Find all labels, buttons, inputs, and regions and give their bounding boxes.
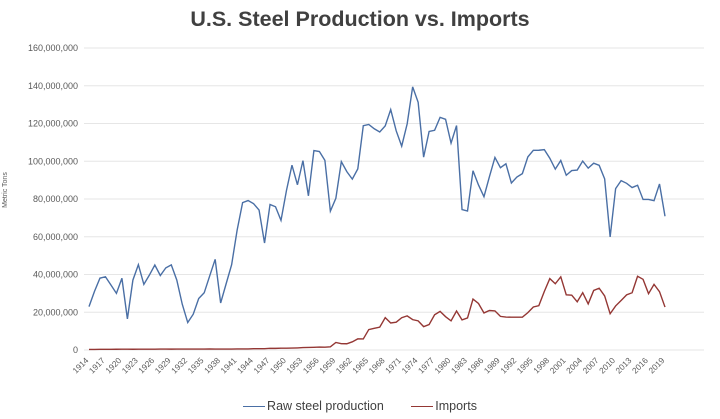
svg-text:100,000,000: 100,000,000 (28, 156, 78, 166)
svg-text:1971: 1971 (383, 355, 403, 375)
svg-text:1944: 1944 (235, 355, 255, 375)
svg-text:1983: 1983 (449, 355, 469, 375)
svg-text:1992: 1992 (498, 355, 518, 375)
svg-text:2007: 2007 (580, 355, 600, 375)
svg-text:1986: 1986 (465, 355, 485, 375)
svg-text:1920: 1920 (103, 355, 123, 375)
svg-text:1977: 1977 (416, 355, 436, 375)
svg-text:1980: 1980 (432, 355, 452, 375)
svg-text:120,000,000: 120,000,000 (28, 119, 78, 129)
svg-text:1959: 1959 (317, 355, 337, 375)
svg-text:2013: 2013 (613, 355, 633, 375)
svg-text:2019: 2019 (646, 355, 666, 375)
svg-text:1995: 1995 (515, 355, 535, 375)
svg-text:1941: 1941 (218, 355, 238, 375)
svg-text:20,000,000: 20,000,000 (33, 307, 78, 317)
svg-text:160,000,000: 160,000,000 (28, 43, 78, 53)
svg-text:2016: 2016 (630, 355, 650, 375)
svg-text:1950: 1950 (268, 355, 288, 375)
svg-text:1938: 1938 (202, 355, 222, 375)
svg-text:1917: 1917 (87, 355, 107, 375)
svg-text:1953: 1953 (284, 355, 304, 375)
svg-text:1968: 1968 (367, 355, 387, 375)
svg-text:1962: 1962 (334, 355, 354, 375)
svg-text:1923: 1923 (120, 355, 140, 375)
svg-text:1947: 1947 (251, 355, 271, 375)
svg-text:1914: 1914 (70, 355, 90, 375)
svg-text:1974: 1974 (399, 355, 419, 375)
svg-text:1956: 1956 (301, 355, 321, 375)
svg-text:140,000,000: 140,000,000 (28, 81, 78, 91)
svg-text:80,000,000: 80,000,000 (33, 194, 78, 204)
svg-text:2004: 2004 (564, 355, 584, 375)
svg-text:1935: 1935 (185, 355, 205, 375)
svg-text:1989: 1989 (482, 355, 502, 375)
svg-text:1998: 1998 (531, 355, 551, 375)
svg-text:60,000,000: 60,000,000 (33, 232, 78, 242)
svg-text:1926: 1926 (136, 355, 156, 375)
svg-text:1932: 1932 (169, 355, 189, 375)
svg-text:1965: 1965 (350, 355, 370, 375)
svg-text:2001: 2001 (548, 355, 568, 375)
svg-text:40,000,000: 40,000,000 (33, 270, 78, 280)
svg-text:1929: 1929 (153, 355, 173, 375)
svg-text:2010: 2010 (597, 355, 617, 375)
svg-text:0: 0 (73, 345, 78, 355)
